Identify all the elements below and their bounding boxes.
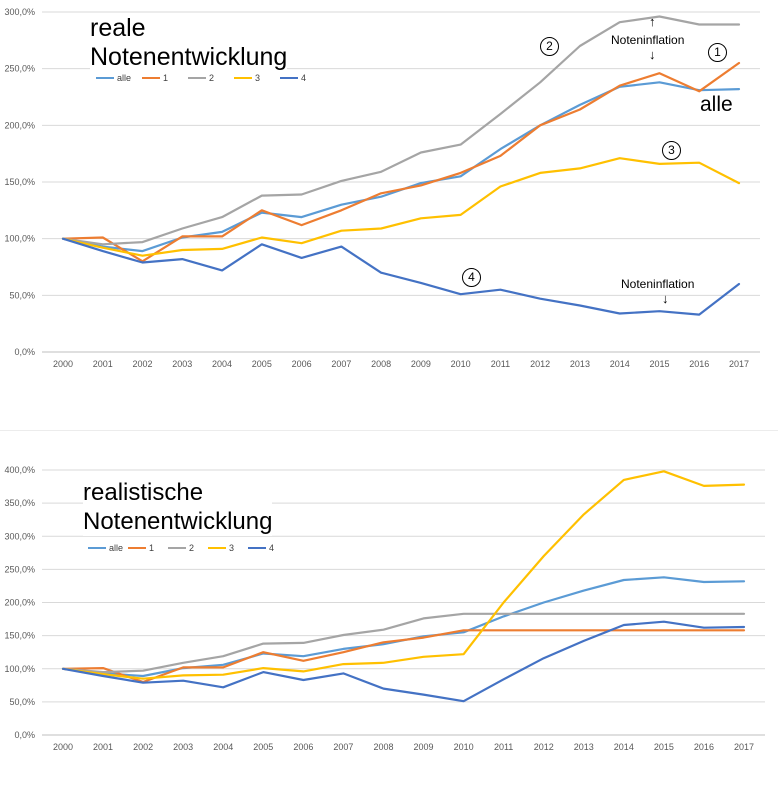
series-marker-1: 1 [708,43,727,62]
legend-label: 1 [149,543,154,553]
x-tick-label: 2015 [649,359,669,369]
x-tick-label: 2003 [173,742,193,752]
y-tick-label: 100,0% [4,234,35,244]
x-tick-label: 2009 [414,742,434,752]
y-tick-label: 250,0% [4,564,35,574]
x-tick-label: 2000 [53,742,73,752]
y-tick-label: 300,0% [4,7,35,17]
series-line-4 [61,620,746,703]
series-line-4 [61,237,741,316]
series-label-alle: alle [700,93,733,116]
legend-label: 2 [189,543,194,553]
chart-reale-svg: 0,0% 50,0% 100,0% 150,0% 200,0% 250,0% 300,0% 2… [4,7,760,369]
x-tick-label: 2004 [212,359,232,369]
chart-title-reale: reale Notenentwicklung [90,14,288,72]
legend-label: alle [109,543,123,553]
y-tick-label: 50,0% [9,290,35,300]
chart-realistische-svg: 0,0% 50,0% 100,0% 150,0% 200,0% 250,0% 300,0% 3… [4,465,765,752]
x-tick-label: 2015 [654,742,674,752]
x-tick-label: 2008 [373,742,393,752]
legend-label: 4 [301,73,306,83]
x-tick-label: 2003 [172,359,192,369]
y-tick-label: 150,0% [4,177,35,187]
series-line-3 [61,157,741,257]
chart-separator [0,378,778,430]
chart-title-realistische: realistische Notenentwicklung [83,478,273,536]
chart-title-line1: realistische [83,479,204,506]
x-tick-label: 2000 [53,359,73,369]
legend-label: alle [117,73,131,83]
y-tick-label: 0,0% [14,730,35,740]
series-marker-4: 4 [462,268,481,287]
series-marker-2: 2 [540,37,559,56]
x-tick-label: 2006 [292,359,312,369]
x-tick-label: 2013 [570,359,590,369]
series-line-alle [61,81,741,253]
y-tick-label: 150,0% [4,631,35,641]
x-tick-label: 2010 [454,742,474,752]
x-tick-label: 2012 [530,359,550,369]
series-line-alle [61,576,746,678]
legend-label: 3 [255,73,260,83]
y-tick-label: 200,0% [4,598,35,608]
y-tick-label: 400,0% [4,465,35,475]
series-line-3 [61,470,746,680]
y-tick-label: 200,0% [4,120,35,130]
inflation-label-bottom: Noteninflation [621,277,695,291]
x-tick-label: 2014 [610,359,630,369]
x-tick-label: 2013 [574,742,594,752]
y-tick-label: 300,0% [4,531,35,541]
x-tick-label: 2007 [333,742,353,752]
y-tick-label: 100,0% [4,664,35,674]
x-tick-label: 2011 [491,359,510,369]
x-tick-label: 2016 [689,359,709,369]
x-tick-label: 2004 [213,742,233,752]
inflation-label-top: Noteninflation [611,33,685,47]
series-line-1 [61,629,746,684]
legend-label: 3 [229,543,234,553]
x-tick-label: 2017 [734,742,754,752]
x-tick-label: 2002 [133,742,153,752]
chart-title-line2: Notenentwicklung [83,508,273,535]
y-tick-label: 250,0% [4,64,35,74]
y-tick-label: 0,0% [14,347,35,357]
series-line-2 [61,15,741,246]
legend-label: 1 [163,73,168,83]
x-tick-label: 2008 [371,359,391,369]
x-tick-label: 2001 [93,742,113,752]
y-tick-label: 50,0% [9,697,35,707]
legend-label: 2 [209,73,214,83]
x-tick-label: 2011 [494,742,513,752]
x-tick-label: 2014 [614,742,634,752]
inflation-arrow-up: ↑ [649,14,656,29]
x-tick-label: 2016 [694,742,714,752]
x-tick-label: 2006 [293,742,313,752]
x-tick-label: 2001 [93,359,113,369]
chart-title-line2: Notenentwicklung [90,43,288,71]
x-tick-label: 2007 [331,359,351,369]
x-tick-label: 2009 [411,359,431,369]
x-tick-label: 2010 [451,359,471,369]
x-tick-label: 2012 [534,742,554,752]
chart-panel-reale: 0,0% 50,0% 100,0% 150,0% 200,0% 250,0% 300,0% 2… [0,0,778,378]
series-line-1 [61,61,741,263]
series-line-2 [61,612,746,674]
series-marker-3: 3 [662,141,681,160]
x-tick-label: 2017 [729,359,749,369]
x-tick-label: 2005 [253,742,273,752]
legend-label: 4 [269,543,274,553]
x-tick-label: 2002 [133,359,153,369]
chart-title-line1: reale [90,14,146,42]
y-tick-label: 350,0% [4,498,35,508]
inflation-arrow-bottom: ↓ [662,291,669,306]
inflation-arrow-down: ↓ [649,47,656,62]
x-tick-label: 2005 [252,359,272,369]
